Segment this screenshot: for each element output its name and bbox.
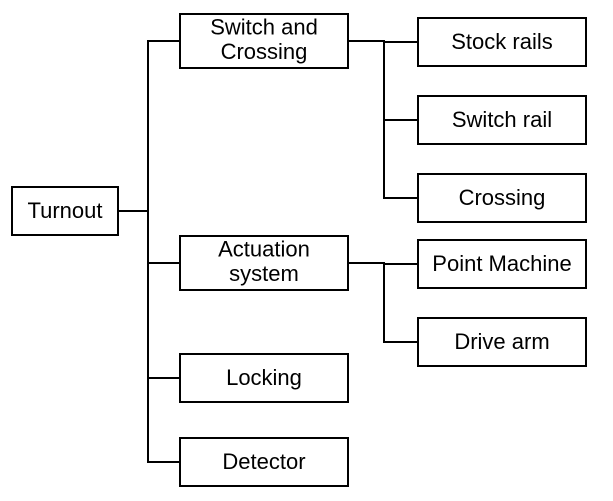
node-label-turnout: Turnout bbox=[27, 198, 102, 223]
node-turnout: Turnout bbox=[12, 187, 118, 235]
edge-turnout-detector bbox=[148, 378, 180, 462]
node-label-detector: Detector bbox=[222, 449, 305, 474]
node-crossing: Crossing bbox=[418, 174, 586, 222]
node-locking: Locking bbox=[180, 354, 348, 402]
node-label-locking: Locking bbox=[226, 365, 302, 390]
node-label-pointm: Point Machine bbox=[432, 251, 571, 276]
edge-turnout-switch bbox=[118, 41, 180, 211]
node-label-drivearm: Drive arm bbox=[454, 329, 549, 354]
node-label-switch-line2: Crossing bbox=[221, 39, 308, 64]
turnout-tree-diagram: TurnoutSwitch andCrossingActuationsystem… bbox=[0, 0, 613, 501]
edge-actuation-pointm bbox=[348, 263, 418, 264]
node-switch: Switch andCrossing bbox=[180, 14, 348, 68]
edge-actuation-drivearm bbox=[384, 264, 418, 342]
node-actuation: Actuationsystem bbox=[180, 236, 348, 290]
node-label-switchrail: Switch rail bbox=[452, 107, 552, 132]
node-stock: Stock rails bbox=[418, 18, 586, 66]
edge-turnout-actuation bbox=[148, 211, 180, 263]
node-label-stock: Stock rails bbox=[451, 29, 552, 54]
node-drivearm: Drive arm bbox=[418, 318, 586, 366]
node-pointm: Point Machine bbox=[418, 240, 586, 288]
edge-turnout-locking bbox=[148, 263, 180, 378]
edge-switch-switchrail bbox=[384, 42, 418, 120]
node-label-crossing: Crossing bbox=[459, 185, 546, 210]
edge-switch-stock bbox=[348, 41, 418, 42]
node-label-switch-line1: Switch and bbox=[210, 15, 318, 40]
node-detector: Detector bbox=[180, 438, 348, 486]
node-label-actuation-line2: system bbox=[229, 261, 299, 286]
nodes-layer: TurnoutSwitch andCrossingActuationsystem… bbox=[12, 14, 586, 486]
node-switchrail: Switch rail bbox=[418, 96, 586, 144]
node-label-actuation-line1: Actuation bbox=[218, 237, 310, 262]
edge-switch-crossing bbox=[384, 120, 418, 198]
